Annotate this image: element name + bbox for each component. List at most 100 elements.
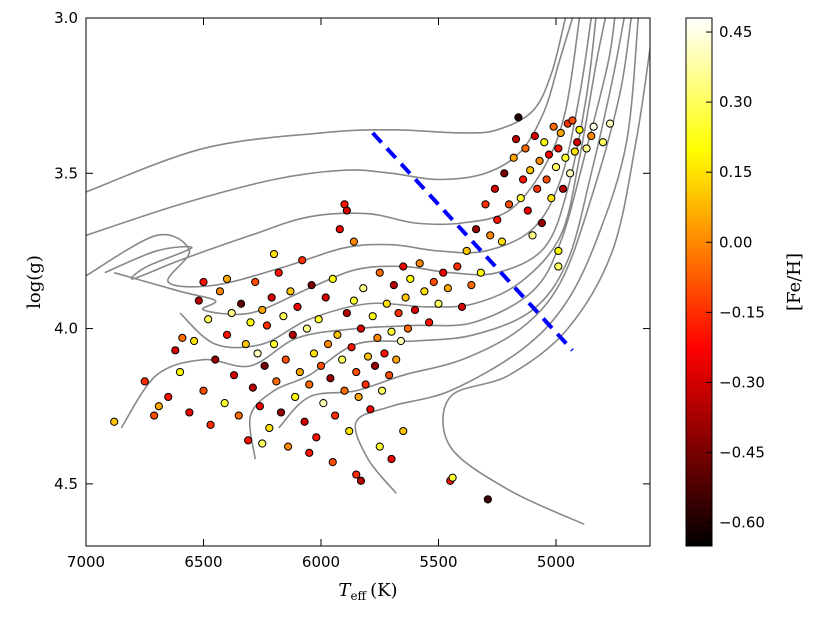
star-point (500, 169, 509, 178)
colorbar-tick-label: −0.30 (719, 373, 765, 391)
star-point (349, 296, 358, 305)
star-point (476, 268, 485, 277)
star-point (429, 277, 438, 287)
star-point (229, 371, 239, 380)
star-point (415, 259, 424, 268)
star-point (570, 147, 579, 156)
star-point (199, 277, 208, 287)
star-point (587, 131, 596, 141)
star-point (345, 426, 354, 436)
star-point (352, 470, 361, 479)
star-point (378, 386, 387, 395)
star-point (307, 281, 316, 290)
star-point (558, 184, 568, 193)
star-point (359, 284, 368, 293)
x-tick-label: 5000 (537, 553, 575, 571)
star-point (389, 281, 398, 290)
star-point (316, 361, 326, 370)
star-point (549, 122, 558, 131)
star-point (575, 125, 584, 134)
star-point (258, 439, 267, 448)
star-point (598, 138, 608, 147)
plot-frame (85, 17, 651, 547)
colorbar (685, 17, 713, 547)
star-point (605, 119, 615, 128)
isochrone-curve-6 (179, 18, 607, 349)
star-point (573, 138, 582, 147)
star-point (190, 336, 199, 346)
star-point (215, 287, 225, 296)
star-point (248, 383, 257, 392)
y-tick-label: 3.5 (54, 164, 78, 182)
star-point (544, 150, 554, 159)
colorbar-tick-label: 0.00 (719, 233, 752, 251)
star-point (582, 144, 591, 153)
star-point (342, 206, 351, 215)
star-point (276, 408, 286, 417)
isochrone-curve-9 (278, 18, 632, 429)
star-point (523, 206, 532, 215)
colorbar-tick-label: −0.60 (719, 514, 765, 532)
colorbar-tick-label: −0.15 (719, 303, 765, 321)
star-point (356, 476, 366, 485)
star-point (361, 380, 370, 389)
isochrone-curve-7 (120, 18, 616, 429)
star-point (511, 135, 521, 144)
y-tick-label: 4.5 (54, 475, 78, 493)
star-point (561, 153, 570, 162)
star-point (194, 296, 203, 305)
star-point (269, 249, 279, 259)
star-point (516, 194, 525, 203)
star-point (568, 116, 577, 125)
y-axis-label: log(g) (24, 255, 45, 309)
star-point (457, 302, 467, 311)
star-point (497, 237, 507, 246)
star-point (490, 184, 499, 193)
star-point (443, 284, 452, 293)
star-point (347, 343, 356, 352)
star-point (284, 442, 293, 451)
star-point (288, 330, 297, 339)
star-point (171, 346, 180, 355)
star-point (467, 281, 476, 290)
star-point (338, 355, 347, 364)
star-point (321, 293, 330, 302)
star-point (279, 312, 288, 321)
star-point (323, 340, 333, 349)
star-point (295, 367, 304, 377)
star-point (342, 308, 351, 318)
colorbar-label: [Fe/H] (784, 253, 805, 311)
star-point (385, 371, 394, 380)
isochrone-curve-2 (86, 18, 574, 237)
star-point (234, 411, 243, 420)
star-point (401, 293, 410, 302)
x-tick-label: 7000 (67, 553, 105, 571)
star-point (356, 324, 366, 333)
star-point (314, 315, 323, 324)
star-point (286, 287, 295, 296)
star-point (164, 392, 173, 402)
star-point (535, 156, 544, 165)
x-tick-label: 6500 (184, 553, 222, 571)
star-point (375, 268, 384, 277)
star-point (434, 299, 443, 308)
star-point (554, 246, 563, 256)
y-tick-label: 4.0 (54, 320, 78, 338)
star-point (241, 340, 250, 349)
star-point (265, 423, 274, 433)
star-point (251, 277, 260, 287)
star-point (472, 225, 481, 234)
x-axis-label: Teff (K) (338, 580, 397, 603)
star-point (328, 274, 337, 283)
colorbar-tick-label: −0.45 (719, 444, 765, 462)
star-point (453, 262, 462, 271)
star-point (267, 293, 276, 302)
star-point (340, 386, 349, 395)
star-point (199, 386, 208, 395)
star-point (392, 355, 401, 364)
star-point (319, 399, 328, 408)
star-point (331, 411, 340, 420)
star-point (514, 113, 523, 122)
star-point (425, 318, 434, 327)
star-point (363, 352, 373, 361)
